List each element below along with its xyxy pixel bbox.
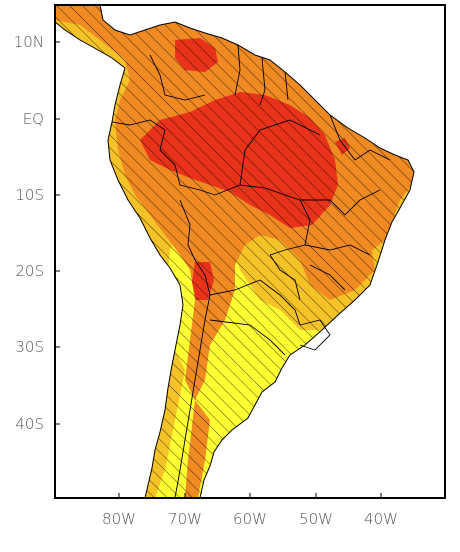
border-guyana-suriname [259,57,266,106]
border-bolivia-argentina [209,279,261,296]
border-uruguay [299,319,331,351]
lat-label-10s: 10S [15,186,44,204]
lon-ticks [118,493,382,498]
map-area [55,5,415,498]
border-chile-argentina [174,294,211,498]
border-colombia-venezuela [149,54,206,101]
lat-label-40s: 40S [15,415,44,433]
lon-label-70w: 70W [168,510,202,528]
lat-ticks [55,41,60,425]
border-peru-bolivia [179,199,196,261]
land-fill [55,5,414,498]
lon-label-50w: 50W [299,510,333,528]
border-venezuela-guyana [234,44,241,96]
border-suriname-fguiana [284,71,289,101]
significance-hatching [55,5,414,498]
border-brazil-internal-4 [329,114,391,161]
border-brazil-internal-5 [309,264,346,291]
lon-label-60w: 60W [233,510,267,528]
lat-label-eq: EQ [23,110,44,128]
lon-labels: 80W 70W 60W 50W 40W [102,510,398,528]
country-borders [111,44,391,498]
coastline [55,5,415,498]
border-brazil-internal-1 [239,119,321,186]
border-brazil-internal-3 [304,244,371,256]
border-argentina-paraguay [259,279,301,326]
lat-labels: 10N EQ 10S 20S 30S 40S [14,33,44,433]
lon-label-80w: 80W [102,510,136,528]
border-argentina-internal [209,319,286,356]
lat-label-20s: 20S [15,262,44,280]
border-brazil-internal-2 [300,189,381,216]
lat-label-10n: 10N [14,33,44,51]
border-peru-brazil [159,149,216,196]
border-paraguay-brazil [269,254,301,301]
border-bolivia-chile [194,259,211,296]
lat-label-30s: 30S [15,338,44,356]
border-colombia-ecuador-peru [111,119,166,151]
lon-label-40w: 40W [364,510,398,528]
